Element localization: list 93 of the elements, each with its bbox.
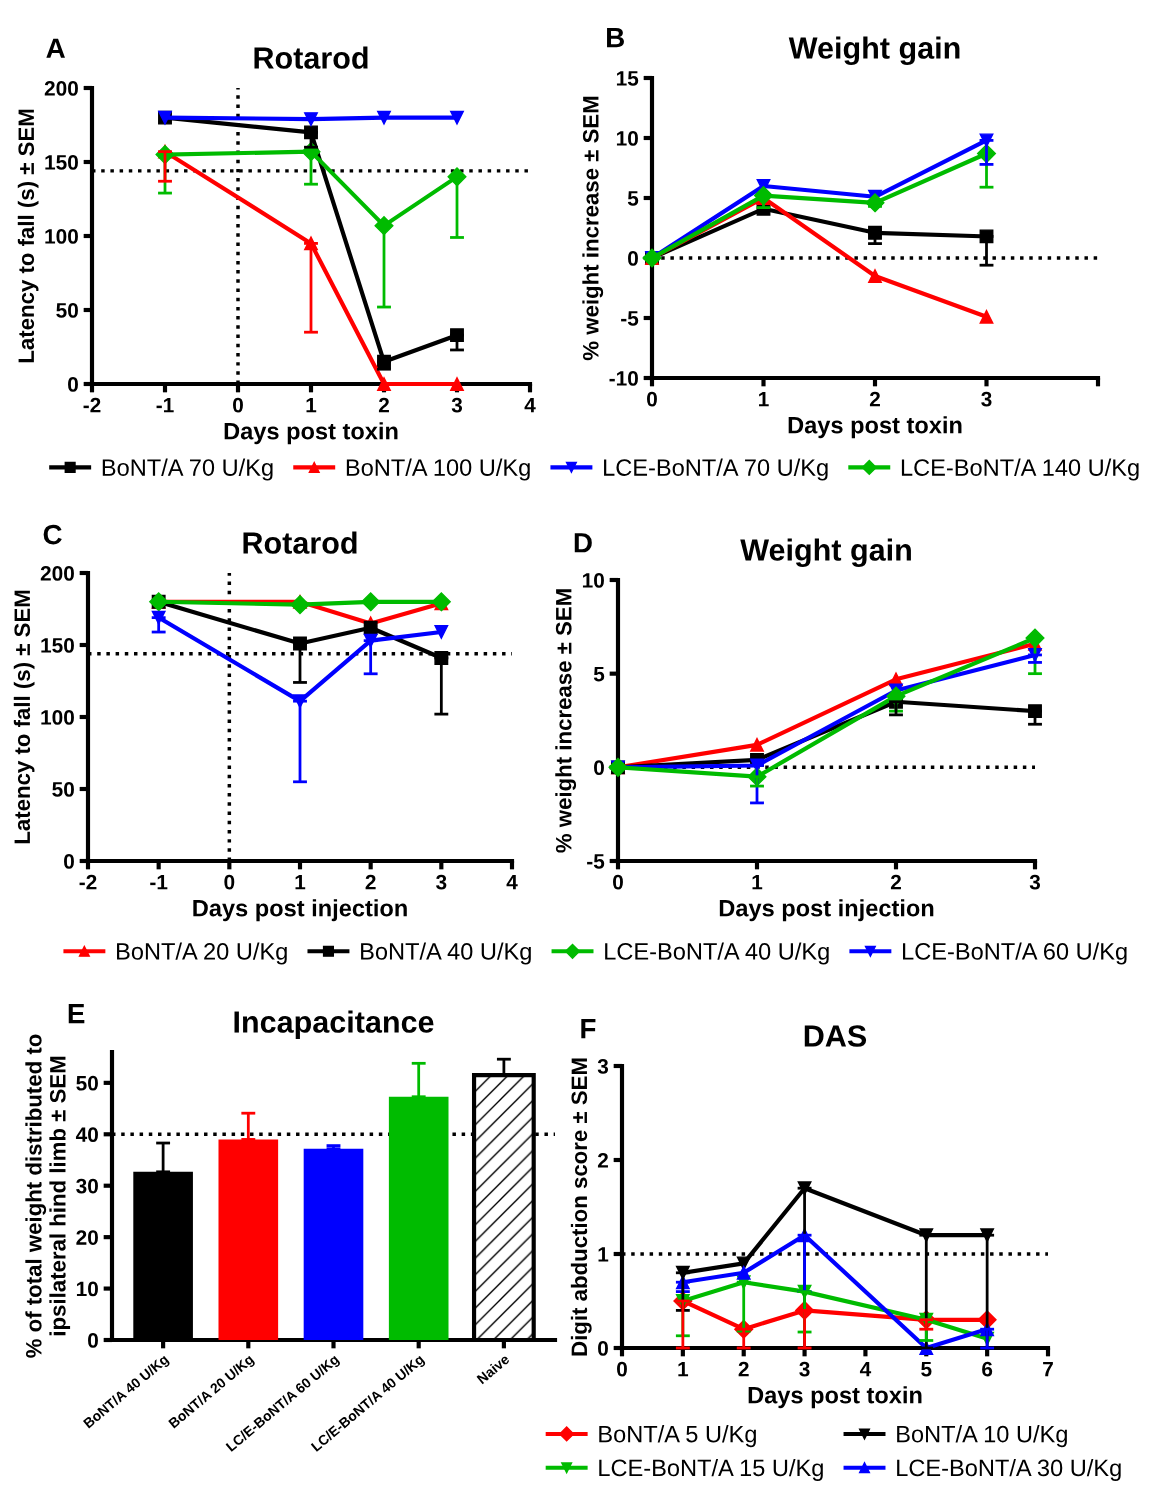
text: A [46, 38, 65, 58]
x-tick-label: 0 [233, 397, 243, 413]
y-tick-label: 100 [45, 229, 78, 244]
x-tick-label: 3 [1029, 874, 1041, 890]
y-tick-label: 0 [68, 377, 78, 392]
y-tick-label: 150 [45, 155, 78, 170]
x-tick-label: 4 [524, 397, 536, 413]
x-tick-label: -1 [156, 397, 174, 413]
y-axis-title: % weight increase ± SEM [555, 589, 577, 853]
x-tick-label: 2 [869, 391, 880, 407]
x-tick-label: -1 [150, 874, 168, 890]
x-tick-label: 4 [859, 1361, 872, 1377]
legend-label: LCE-BoNT/A 30 U/Kg [897, 1458, 1121, 1481]
x-tick-label: -2 [79, 874, 97, 890]
y-tick-label: 10 [616, 131, 638, 146]
x-tick-label: 7 [1043, 1361, 1053, 1377]
x-tick-label: 4 [506, 874, 518, 890]
legend-label: LCE-BoNT/A 15 U/Kg [599, 1458, 823, 1481]
y-tick-label: 5 [593, 666, 605, 682]
x-axis-title: Days post toxin [224, 422, 398, 445]
x-tick-label: 6 [982, 1361, 993, 1377]
x-tick-label: 2 [738, 1361, 749, 1377]
y-tick-label: 50 [52, 782, 74, 797]
y-tick-label: 20 [76, 1230, 98, 1245]
text: E [68, 1004, 85, 1024]
y-tick-label: 3 [597, 1059, 609, 1074]
legend-label: BoNT/A 70 U/Kg [102, 458, 273, 481]
y-tick-label: 0 [64, 854, 74, 869]
y-tick-label: 15 [616, 71, 639, 86]
y-tick-label: 5 [627, 191, 639, 206]
y-tick-label: 2 [597, 1153, 608, 1168]
chart-title: Rotarod [243, 531, 357, 554]
x-tick-label: 1 [678, 1361, 689, 1377]
x-tick-label: 0 [647, 391, 657, 407]
x-tick-label: 1 [306, 397, 317, 413]
y-tick-label: 0 [594, 760, 604, 776]
chart-title: DAS [804, 1025, 867, 1047]
y-tick-label: 40 [75, 1127, 98, 1143]
legend-label: BoNT/A 40 U/Kg [361, 942, 531, 965]
chart-title: Rotarod [254, 46, 368, 69]
x-tick-label: 2 [890, 874, 901, 890]
y-tick-label: 50 [56, 303, 78, 318]
y-tick-label: 0 [628, 251, 638, 266]
y-tick-label: 150 [41, 638, 74, 653]
x-axis-title: Days post injection [193, 899, 407, 922]
y-tick-label: 10 [582, 573, 604, 588]
y-tick-label: 50 [76, 1075, 98, 1091]
text: D [574, 533, 592, 553]
x-tick-label: 3 [451, 397, 463, 413]
chart-title: Incapacitance [234, 1010, 434, 1039]
text: B [607, 28, 624, 48]
x-tick-label: 3 [799, 1361, 810, 1377]
x-tick-label: 0 [224, 874, 235, 890]
x-tick-label: 2 [378, 397, 389, 413]
text: F [581, 1019, 596, 1039]
x-tick-label: 3 [981, 391, 992, 407]
legend-label: BoNT/A 20 U/Kg [117, 942, 287, 965]
y-axis-title: Digit abduction score ± SEM [570, 1058, 592, 1356]
y-axis-title: Latency to fall (s) ± SEM [13, 590, 35, 844]
y-tick-label: 0 [598, 1341, 608, 1356]
x-tick-label: 3 [436, 874, 447, 890]
y-axis-title: Latency to fall (s) ± SEM [17, 109, 39, 363]
chart-title: Weight gain [788, 36, 960, 66]
legend-label: LCE-BoNT/A 70 U/Kg [604, 458, 828, 481]
x-tick-label: 2 [365, 874, 376, 890]
y-tick-label: 10 [76, 1281, 98, 1297]
chart-title: Weight gain [740, 538, 911, 568]
legend-label: BoNT/A 5 U/Kg [599, 1425, 756, 1448]
y-tick-label: 200 [40, 566, 74, 581]
legend-label: LCE-BoNT/A 140 U/Kg [901, 458, 1139, 481]
legend-label: LCE-BoNT/A 40 U/Kg [605, 942, 829, 965]
legend-label: LCE-BoNT/A 60 U/Kg [903, 942, 1127, 965]
x-tick-label: -2 [83, 397, 101, 413]
x-axis-title: Days post injection [719, 899, 934, 922]
x-tick-label: 1 [295, 874, 306, 890]
y-tick-label: 0 [88, 1333, 98, 1348]
y-tick-label: 1 [598, 1247, 609, 1262]
x-axis-title: Days post toxin [748, 1386, 922, 1409]
y-tick-label: 30 [76, 1178, 98, 1194]
y-axis-title: % weight increase ± SEM [582, 96, 604, 361]
text: C [43, 524, 62, 545]
x-tick-label: 1 [752, 874, 763, 890]
x-tick-label: 1 [759, 391, 769, 407]
y-tick-label: 100 [41, 710, 74, 725]
legend-label: BoNT/A 10 U/Kg [897, 1425, 1067, 1448]
x-tick-label: 5 [921, 1361, 932, 1377]
y-tick-label: -10 [609, 371, 638, 386]
y-tick-label: -5 [587, 854, 605, 869]
x-axis-title: Days post toxin [788, 416, 962, 439]
y-axis-title: % of total weight distributed to ipsilateral hind limb ± SEM [25, 1034, 71, 1358]
y-tick-label: -5 [621, 311, 639, 326]
legend-label: BoNT/A 100 U/Kg [346, 458, 530, 481]
y-tick-label: 200 [44, 81, 78, 96]
